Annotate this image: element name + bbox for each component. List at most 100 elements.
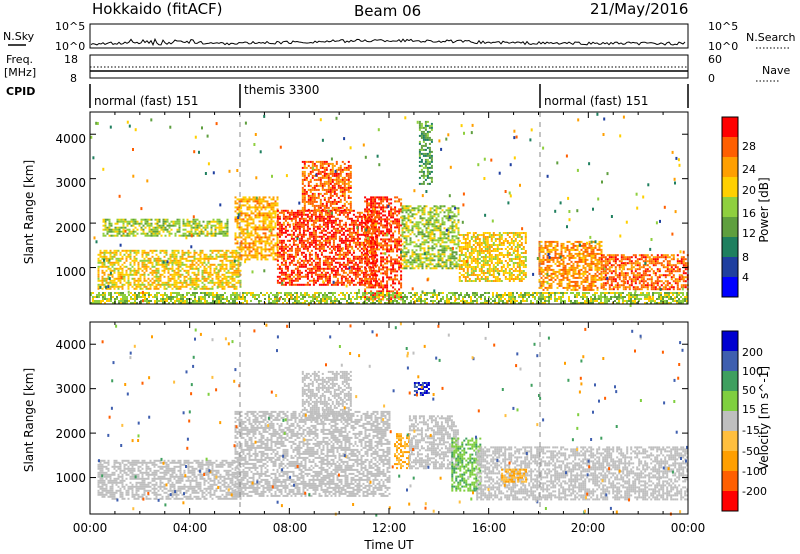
data-cell: [135, 271, 138, 274]
data-cell: [484, 244, 487, 246]
data-cell: [386, 276, 389, 279]
data-cell: [322, 229, 325, 232]
data-cell: [129, 255, 132, 258]
data-cell: [441, 251, 444, 254]
data-cell: [327, 200, 330, 203]
data-cell: [340, 283, 343, 286]
data-cell: [329, 192, 332, 195]
data-cell: [449, 255, 452, 258]
data-cell: [417, 211, 420, 214]
data-cell: [409, 219, 412, 222]
data-cell: [400, 274, 403, 277]
data-cell: [119, 271, 122, 274]
data-cell: [192, 234, 195, 237]
data-cell: [116, 222, 119, 225]
data-cell: [326, 237, 329, 240]
data-cell: [338, 253, 341, 256]
data-cell: [252, 206, 255, 209]
data-cell: [335, 174, 338, 177]
data-cell: [400, 296, 403, 299]
data-cell: [290, 269, 293, 272]
data-cell: [321, 176, 324, 179]
data-cell: [194, 218, 197, 221]
data-cell: [307, 194, 310, 197]
data-cell: [266, 240, 269, 243]
data-cell: [298, 249, 301, 252]
data-cell: [262, 214, 265, 217]
data-cell: [394, 294, 397, 297]
data-cell: [325, 188, 328, 191]
data-cell: [162, 220, 165, 223]
data-cell: [196, 232, 199, 235]
data-cell: [236, 224, 239, 227]
data-cell: [386, 238, 389, 241]
data-cell: [398, 268, 401, 271]
data-cell: [309, 184, 312, 187]
data-cell: [498, 258, 501, 260]
data-cell: [322, 239, 325, 242]
data-cell: [334, 283, 337, 286]
data-cell: [398, 222, 401, 225]
data-cell: [133, 257, 136, 260]
data-cell: [425, 251, 428, 254]
data-cell: [306, 227, 309, 230]
data-cell: [421, 211, 424, 214]
data-cell: [311, 164, 314, 167]
data-cell: [143, 267, 146, 270]
data-cell: [417, 257, 420, 260]
data-cell: [196, 226, 199, 229]
data-cell: [270, 220, 273, 223]
data-cell: [227, 269, 230, 272]
data-cell: [280, 273, 283, 276]
data-cell: [488, 258, 491, 260]
data-cell: [453, 265, 456, 268]
data-cell: [394, 242, 397, 245]
data-cell: [264, 228, 267, 231]
data-cell: [396, 246, 399, 249]
data-cell: [115, 253, 118, 256]
data-cell: [214, 224, 217, 227]
data-cell: [388, 248, 391, 251]
data-cell: [486, 268, 489, 270]
nave-tick-high: 60: [708, 53, 722, 66]
data-cell: [439, 233, 442, 236]
cpid-label: CPID: [6, 85, 35, 98]
data-cell: [99, 279, 102, 282]
data-cell: [502, 240, 505, 242]
data-cell: [374, 208, 377, 211]
data-cell: [372, 211, 375, 214]
data-cell: [186, 222, 189, 225]
data-cell: [294, 225, 297, 228]
data-cell: [378, 290, 381, 293]
data-cell: [173, 257, 176, 260]
data-cell: [227, 259, 230, 262]
data-cell: [260, 226, 263, 229]
data-cell: [482, 238, 485, 240]
data-cell: [256, 228, 259, 231]
data-cell: [318, 269, 321, 272]
data-cell: [238, 200, 241, 203]
data-cell: [314, 267, 317, 270]
data-cell: [195, 277, 198, 280]
data-cell: [451, 221, 454, 224]
data-cell: [312, 225, 315, 228]
data-cell: [205, 257, 208, 260]
data-cell: [97, 285, 100, 288]
data-cell: [326, 279, 329, 282]
data-cell: [300, 233, 303, 236]
data-cell: [311, 200, 314, 203]
data-cell: [405, 223, 408, 226]
data-cell: [122, 226, 125, 229]
data-cell: [500, 238, 503, 240]
data-cell: [443, 253, 446, 256]
data-cell: [474, 260, 477, 262]
data-cell: [240, 248, 243, 251]
data-cell: [350, 219, 353, 222]
data-cell: [311, 176, 314, 179]
data-cell: [197, 271, 200, 274]
data-cell: [384, 248, 387, 251]
data-cell: [478, 254, 481, 256]
data-cell: [426, 176, 429, 179]
data-cell: [344, 263, 347, 266]
data-cell: [181, 255, 184, 258]
